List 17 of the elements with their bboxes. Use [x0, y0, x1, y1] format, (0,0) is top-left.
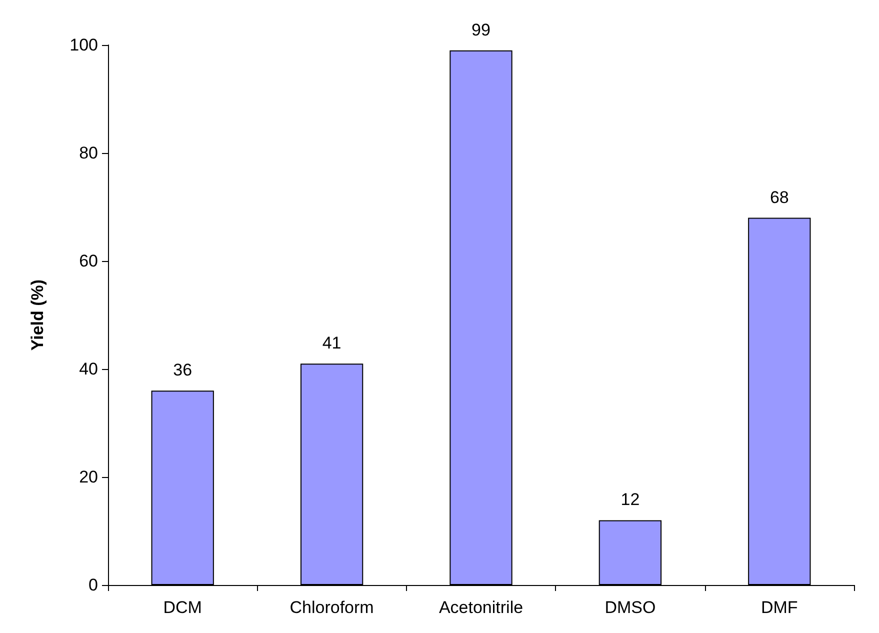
- x-tick-label: DMF: [760, 598, 798, 617]
- y-tick-label: 60: [79, 252, 98, 270]
- data-label: 68: [770, 188, 789, 207]
- y-tick-label: 0: [88, 576, 98, 594]
- data-label: 36: [173, 360, 192, 380]
- data-label: 12: [620, 490, 640, 510]
- y-tick-label: 40: [79, 360, 98, 378]
- y-tick-label: 80: [79, 144, 98, 162]
- x-tick-label: DMSO: [604, 598, 656, 617]
- y-tick-label: 100: [70, 36, 98, 54]
- data-label: 41: [322, 334, 342, 353]
- x-tick-label: Acetonitrile: [438, 598, 524, 617]
- data-label: 99: [472, 20, 490, 40]
- x-tick-label: Chloroform: [290, 598, 374, 617]
- x-tick-label: DCM: [163, 598, 202, 617]
- y-tick-label: 20: [79, 468, 98, 486]
- y-axis-title: Yield (%): [28, 279, 47, 351]
